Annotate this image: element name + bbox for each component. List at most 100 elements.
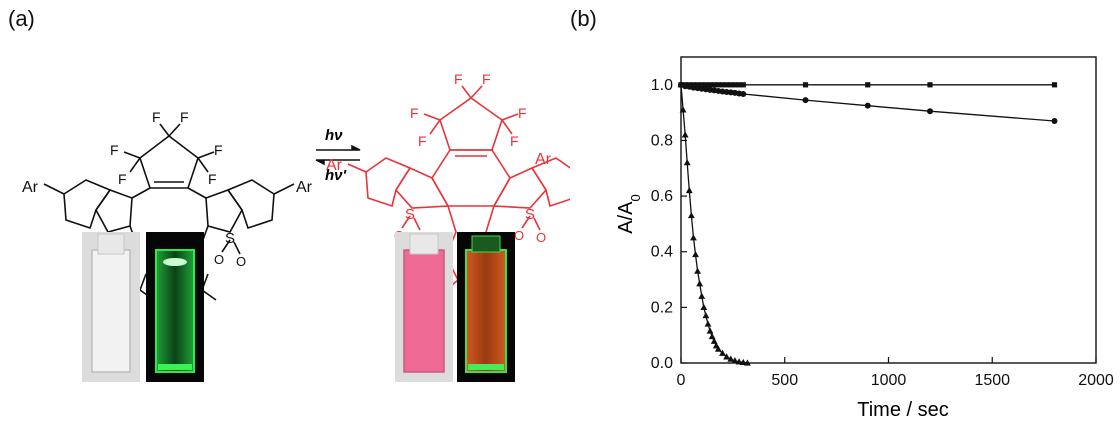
forward-light-label: hν [325,127,343,144]
thiophene-left-closed [395,166,450,209]
f-label: F [482,71,491,87]
data-point-square [927,82,933,88]
x-tick-label: 1500 [974,372,1010,389]
data-point-triangle [687,211,695,219]
data-point-square [703,82,709,88]
bond-ar-left-open [43,183,65,195]
y-tick-label: 1.0 [651,77,673,94]
s-label: S [525,206,535,223]
x-tick-label: 2000 [1078,372,1114,389]
bond-ar-right-open [273,183,295,195]
o-label: O [536,230,546,245]
data-point-triangle [744,359,751,366]
data-point-triangle [708,332,716,340]
benzene-right-closed [530,157,570,208]
data-point-triangle [677,81,685,88]
data-point-triangle [723,353,731,360]
photo-open-ambient [82,232,140,382]
f-label: F [110,142,119,158]
data-point-triangle [704,320,712,327]
data-point-triangle [690,234,697,241]
f-label: F [152,109,161,125]
data-point-square [695,82,701,88]
data-point-triangle [679,106,687,113]
o-label: O [236,254,246,269]
f-label: F [418,133,427,149]
data-point-circle [802,97,809,104]
y-tick-label: 0.4 [651,244,673,261]
absorbance-decay-chart: 0 500 1000 1500 2000 0.0 0.2 0.4 0.6 0.8 1.0 Time … [615,56,1114,421]
plot-axes: 0 500 1000 1500 2000 0.0 0.2 0.4 0.6 0.8 1.0 [651,56,1114,389]
data-point-triangle [739,358,747,366]
photo-equilibrium-arrows [315,144,361,166]
f-label: F [510,133,519,149]
plot-series [677,81,1058,366]
ar-label: Ar [535,151,552,168]
data-point-triangle [694,267,701,274]
f-label: F [208,171,217,187]
x-tick-label: 0 [677,372,686,389]
photoswitch-scheme: F F F F F F Ar Ar S S O O O O hν hν' [22,71,570,382]
thiophene-left-open [95,189,133,233]
data-point-triangle [683,159,691,166]
data-point-circle [1051,117,1058,124]
y-tick-label: 0.8 [651,132,673,149]
plot-frame [680,56,1097,364]
bond-left-open [131,187,151,199]
data-point-circle [927,108,933,115]
data-point-square [865,82,871,88]
data-point-triangle [727,355,735,362]
data-point-triangle [696,280,704,287]
benzene-left-closed [365,157,412,208]
thiophene-right-open [205,189,243,233]
ar-label: Ar [326,157,343,174]
y-axis-label-subscript: 0 [628,194,643,201]
y-tick-label: 0.6 [651,188,673,205]
data-point-circle [864,102,871,109]
s-label: S [225,230,235,247]
benzene-right-open [226,179,275,230]
y-tick-label: 0.2 [651,299,673,316]
data-point-square [736,82,742,88]
f-label: F [118,171,127,187]
ar-label: Ar [22,179,39,196]
f-label: F [454,71,463,87]
data-point-triangle [714,345,722,352]
cyclopentene-ring-open [139,134,199,189]
f-label: F [518,105,527,121]
data-point-triangle [681,131,689,138]
data-point-square [715,82,721,88]
panel-label-a: (a) [8,6,35,31]
photo-open-uv [146,232,204,382]
data-point-triangle [685,186,693,194]
data-point-square [732,82,738,88]
photo-closed-uv [457,232,515,382]
data-point-square [1051,82,1058,88]
closed-isomer-labels: F F F F F F Ar Ar S S O O O O [326,71,552,245]
data-point-triangle [702,312,710,319]
data-point-triangle [719,349,726,356]
data-point-square [740,82,746,88]
data-point-triangle [700,303,708,310]
data-point-square [711,82,717,88]
cyclopentene-ring-closed [439,97,503,151]
o-label: O [514,228,524,243]
series-line-triangle [680,84,748,364]
photo-closed-ambient [395,232,453,382]
bond-right-open [187,187,207,199]
ar-label: Ar [296,179,313,196]
reverse-light-label: hν' [325,167,347,184]
data-point-triangle [735,358,743,365]
y-tick-label: 0.0 [651,355,673,372]
data-point-triangle [731,357,739,364]
data-point-triangle [710,337,718,344]
data-point-triangle [692,250,699,258]
y-axis-label-main: A/A [615,201,637,234]
x-tick-label: 1000 [871,372,907,389]
f-label: F [410,105,419,121]
data-point-triangle [706,327,714,334]
data-point-square [728,82,734,88]
x-axis-label: Time / sec [857,399,949,421]
data-point-square [719,82,726,88]
thiophene-right-closed [492,166,547,209]
